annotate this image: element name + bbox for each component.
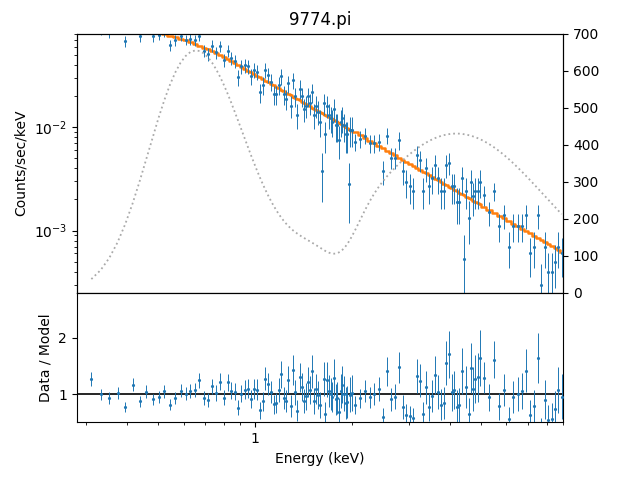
Y-axis label: Data / Model: Data / Model [38,313,52,402]
Title: 9774.pi: 9774.pi [289,11,351,29]
X-axis label: Energy (keV): Energy (keV) [275,452,365,466]
Y-axis label: Counts/sec/keV: Counts/sec/keV [14,110,28,216]
